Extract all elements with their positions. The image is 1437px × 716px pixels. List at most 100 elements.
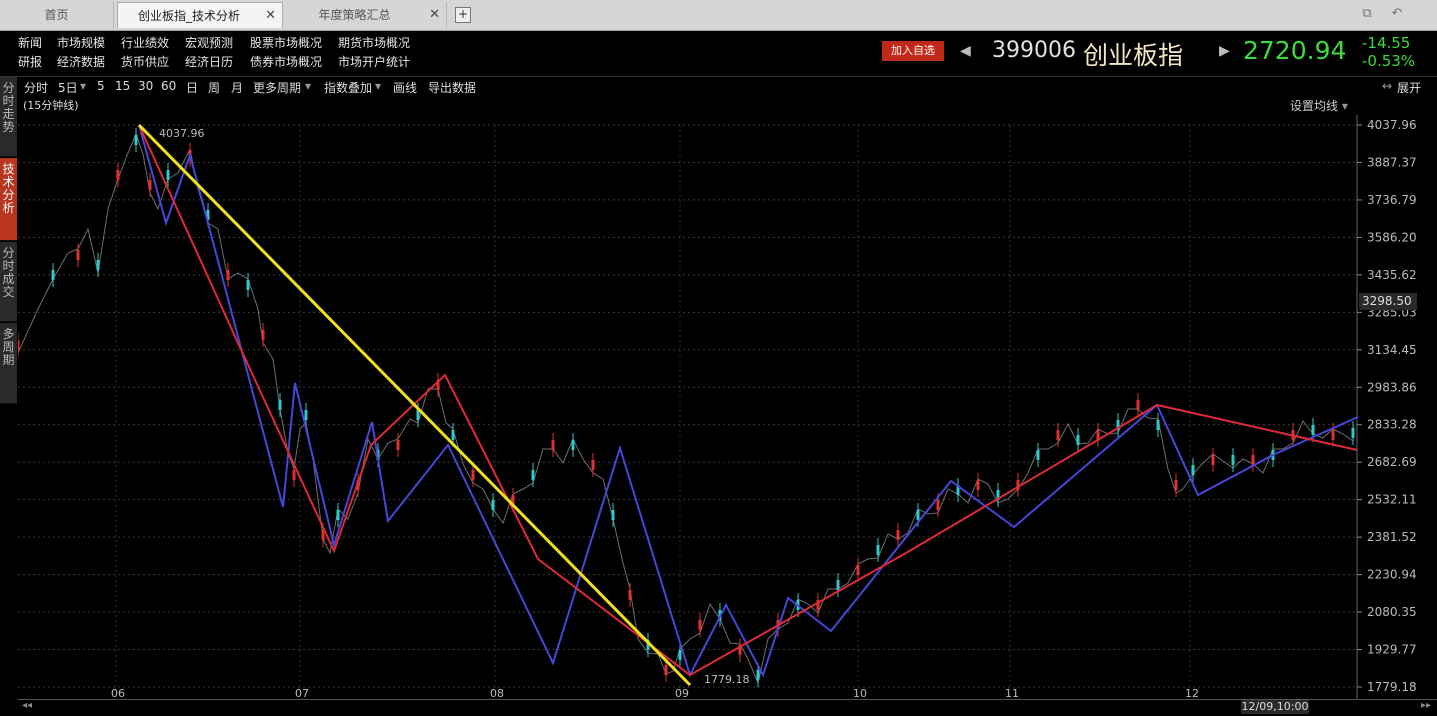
scroll-right-icon[interactable]: ▸▸: [1420, 700, 1431, 711]
chevron-right-icon[interactable]: ▶: [1219, 43, 1230, 59]
chevron-down-icon[interactable]: ▾: [375, 79, 382, 93]
period-intraday[interactable]: 分时: [24, 81, 49, 95]
tab-bar: 首页 创业板指_技术分析 ✕ 年度策略汇总 ✕ + ⧉ ↶: [0, 0, 1437, 31]
menu-item[interactable]: 研报: [18, 55, 43, 69]
close-icon[interactable]: ✕: [265, 8, 276, 23]
price-chart[interactable]: 4037.963887.373736.793586.203435.623285.…: [18, 115, 1437, 699]
candle-body: [591, 460, 595, 470]
ma-settings-dropdown[interactable]: 设置均线 ▾: [1290, 97, 1348, 114]
restore-window-icon[interactable]: ⧉: [1362, 6, 1372, 21]
zigzag-series-line: [138, 124, 1358, 677]
menu-item[interactable]: 经济日历: [185, 55, 234, 69]
menu-item[interactable]: 市场开户统计: [338, 55, 411, 69]
candle-body: [1331, 430, 1335, 440]
export-data-button[interactable]: 导出数据: [428, 81, 477, 95]
period-month[interactable]: 月: [231, 81, 244, 95]
extreme-value-label: 4037.96: [159, 127, 205, 140]
change-percent: -0.53%: [1362, 52, 1416, 70]
period-60min[interactable]: 60: [161, 79, 177, 93]
tab-technical-analysis[interactable]: 创业板指_技术分析 ✕: [117, 2, 283, 28]
add-favorite-button[interactable]: 加入自选: [882, 41, 944, 61]
menu-item[interactable]: 货币供应: [121, 55, 170, 69]
candle-body: [936, 500, 940, 510]
chevron-down-icon[interactable]: ▾: [80, 79, 87, 93]
candle-body: [756, 670, 760, 680]
cursor-time: 12/09,10:00: [1241, 700, 1309, 714]
candle-body: [336, 510, 340, 520]
menu-item[interactable]: 新闻: [18, 36, 43, 50]
candle-body: [261, 330, 265, 340]
period-week[interactable]: 周: [208, 81, 221, 95]
time-scrollbar[interactable]: ◂◂ ▸▸: [18, 699, 1437, 716]
candle-body: [451, 430, 455, 440]
y-tick-label: 2983.86: [1367, 380, 1417, 394]
draw-line-button[interactable]: 画线: [393, 81, 418, 95]
close-icon[interactable]: ✕: [429, 7, 440, 22]
more-periods-dropdown[interactable]: 更多周期: [253, 81, 302, 95]
y-tick-label: 2833.28: [1367, 418, 1417, 432]
expand-button[interactable]: 展开: [1397, 81, 1422, 95]
chevron-left-icon[interactable]: ◀: [960, 43, 971, 59]
nav-tab-multi-period[interactable]: 多周期: [0, 323, 17, 404]
candle-body: [1096, 430, 1100, 440]
candle-body: [1156, 420, 1160, 430]
tab-home[interactable]: 首页: [0, 2, 114, 28]
candle-body: [304, 410, 308, 420]
candle-body: [1251, 455, 1255, 465]
back-arrow-icon[interactable]: ↶: [1391, 6, 1403, 21]
candle-body: [116, 170, 120, 180]
x-tick-label: 07: [295, 687, 309, 699]
x-tick-label: 09: [675, 687, 689, 699]
nav-tab-ticks[interactable]: 分时成交: [0, 242, 17, 322]
nav-tab-technical[interactable]: 技术分析: [0, 158, 17, 241]
nav-tab-intraday[interactable]: 分时走势: [0, 77, 17, 157]
x-tick-label: 11: [1005, 687, 1019, 699]
candle-body: [1311, 425, 1315, 435]
plus-icon[interactable]: +: [455, 7, 471, 23]
nav-tab-label: 分时走势: [2, 81, 15, 134]
candle-body: [664, 665, 668, 675]
candle-body: [1036, 450, 1040, 460]
candle-body: [436, 380, 440, 390]
candle-body: [698, 620, 702, 630]
menu-item[interactable]: 期货市场概况: [338, 36, 411, 50]
nav-tab-label: 技术分析: [2, 162, 15, 215]
x-tick-label: 10: [853, 687, 867, 699]
nav-tab-label: 分时成交: [2, 246, 15, 299]
menu-item[interactable]: 行业绩效: [121, 36, 170, 50]
candle-body: [1351, 428, 1355, 438]
expand-icon[interactable]: ↔: [1382, 79, 1393, 93]
scroll-left-icon[interactable]: ◂◂: [22, 700, 33, 711]
period-30min[interactable]: 30: [138, 79, 154, 93]
candle-body: [571, 440, 575, 450]
period-5day[interactable]: 5日: [58, 81, 78, 95]
period-15min[interactable]: 15: [115, 79, 131, 93]
period-day[interactable]: 日: [186, 81, 199, 95]
candle-body: [996, 490, 1000, 500]
menu-item[interactable]: 市场规模: [57, 36, 106, 50]
candle-body: [836, 580, 840, 590]
period-5min[interactable]: 5: [97, 79, 105, 93]
candle-body: [416, 410, 420, 420]
candle-body: [491, 500, 495, 510]
tab-annual-strategy[interactable]: 年度策略汇总 ✕: [285, 2, 447, 28]
candle-body: [18, 340, 20, 350]
menu-item[interactable]: 债券市场概况: [250, 55, 323, 69]
index-overlay-dropdown[interactable]: 指数叠加: [324, 81, 373, 95]
y-tick-label: 1929.77: [1367, 643, 1417, 657]
chevron-down-icon[interactable]: ▾: [305, 79, 312, 93]
candle-body: [1211, 455, 1215, 465]
left-nav: 分时走势 技术分析 分时成交 多周期: [0, 77, 18, 407]
menu-item[interactable]: 经济数据: [57, 55, 106, 69]
candle-body: [531, 470, 535, 480]
current-value-label: 3298.50: [1359, 293, 1417, 310]
candle-body: [646, 640, 650, 650]
x-tick-label: 06: [111, 687, 125, 699]
price-change: -14.55 -0.53%: [1362, 34, 1415, 70]
menu-item[interactable]: 宏观预测: [185, 36, 234, 50]
menu-item[interactable]: 股票市场概况: [250, 36, 323, 50]
y-tick-label: 3134.45: [1367, 343, 1417, 357]
candle-body: [96, 260, 100, 270]
candle-body: [1056, 430, 1060, 440]
candle-body: [246, 280, 250, 290]
